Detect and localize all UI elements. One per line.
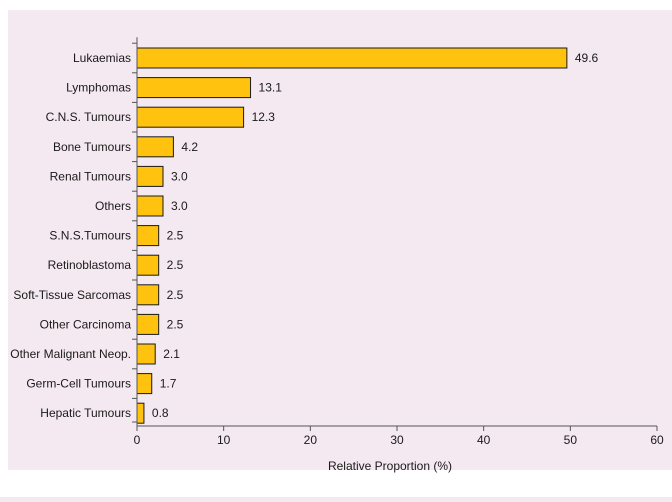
y-tick-label: S.N.S.Tumours — [49, 229, 131, 243]
y-tick-label: Lymphomas — [66, 81, 131, 95]
x-tick-label: 0 — [134, 433, 141, 447]
y-tick-label: Others — [95, 199, 131, 213]
x-axis-title: Relative Proportion (%) — [328, 459, 452, 473]
x-tick-label: 30 — [390, 433, 404, 447]
data-label: 2.5 — [167, 258, 184, 272]
y-tick-label: Germ-Cell Tumours — [26, 377, 131, 391]
value-labels: 49.6 13.1 12.3 4.2 3.0 3.0 2.5 2.5 2.5 2.5 2.1 1.7 0… — [152, 51, 599, 420]
y-tick-label: Bone Tumours — [53, 140, 131, 154]
bar-germ-cell-tumours — [136, 373, 153, 395]
bar-c-n-s-tumours — [136, 106, 245, 128]
bar-other-carcinoma — [136, 313, 160, 335]
bar-retinoblastoma — [136, 254, 160, 276]
data-label: 2.5 — [167, 288, 184, 302]
data-label: 2.5 — [167, 317, 184, 331]
bar-other-malignant-neop — [136, 343, 156, 365]
data-label: 13.1 — [259, 81, 283, 95]
plot-background — [8, 10, 672, 470]
x-tick-label: 60 — [650, 433, 664, 447]
data-label: 0.8 — [152, 406, 169, 420]
x-tick-label: 40 — [477, 433, 491, 447]
bar-s-n-s-tumours — [136, 225, 160, 247]
data-label: 4.2 — [181, 140, 198, 154]
bar-soft-tissue-sarcomas — [136, 284, 160, 306]
data-label: 3.0 — [171, 199, 188, 213]
bar-bone-tumours — [136, 136, 174, 158]
y-axis: Lukaemias Lymphomas C.N.S. Tumours Bone Tum… — [10, 37, 138, 426]
x-tick-label: 20 — [304, 433, 318, 447]
x-tick-label: 10 — [217, 433, 231, 447]
data-label: 1.7 — [160, 377, 177, 391]
bar-hepatic-tumours — [136, 402, 145, 424]
x-axis: 0 10 20 30 40 50 60 — [134, 425, 664, 447]
bar-lymphomas — [136, 77, 252, 99]
data-label: 12.3 — [252, 110, 276, 124]
y-tick-label: Other Malignant Neop. — [10, 347, 131, 361]
y-tick-label: Lukaemias — [73, 51, 131, 65]
data-label: 2.1 — [163, 347, 180, 361]
y-tick-label: Renal Tumours — [50, 169, 131, 183]
data-label: 49.6 — [575, 51, 599, 65]
bar-lukaemias — [136, 47, 568, 69]
data-label: 3.0 — [171, 169, 188, 183]
y-tick-label: Soft-Tissue Sarcomas — [13, 288, 131, 302]
x-tick-label: 50 — [564, 433, 578, 447]
y-tick-label: Hepatic Tumours — [40, 406, 131, 420]
data-label: 2.5 — [167, 229, 184, 243]
y-tick-label: Other Carcinoma — [40, 317, 132, 331]
y-tick-label: Retinoblastoma — [48, 258, 132, 272]
y-tick-label: C.N.S. Tumours — [46, 110, 131, 124]
bar-renal-tumours — [136, 165, 164, 187]
bar-others — [136, 195, 164, 217]
